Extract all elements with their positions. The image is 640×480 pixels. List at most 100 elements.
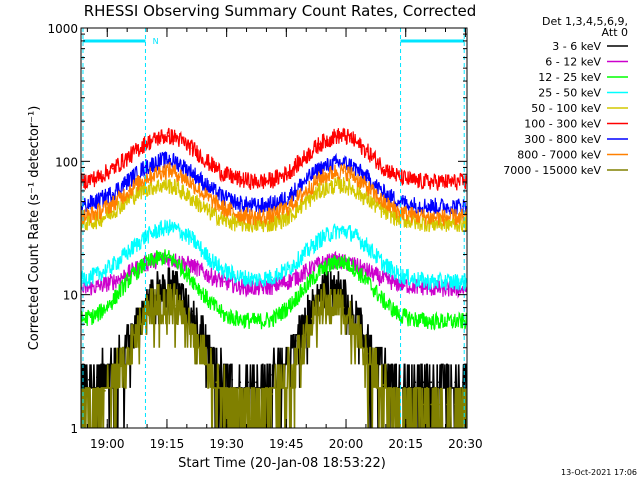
data-point [318, 270, 321, 273]
data-point [398, 176, 401, 179]
data-point [462, 280, 464, 283]
data-point [207, 197, 210, 200]
data-point [350, 263, 353, 265]
data-point [239, 285, 242, 288]
data-point [199, 346, 202, 349]
data-point [382, 192, 385, 194]
data-point [358, 333, 361, 336]
x-axis-label: Start Time (20-Jan-08 18:53:22) [178, 456, 386, 471]
data-point [318, 238, 321, 241]
data-point [223, 173, 226, 176]
data-point [239, 222, 242, 225]
data-point [167, 299, 170, 302]
legend-header: Att 0 [602, 26, 628, 39]
data-point [167, 158, 170, 161]
data-point [96, 396, 98, 399]
data-point [159, 136, 162, 139]
data-point [255, 216, 257, 219]
x-tick-label: 19:00 [90, 437, 125, 451]
legend-label: 25 - 50 keV [538, 87, 601, 100]
data-point [88, 378, 90, 381]
data-point [446, 216, 448, 219]
data-point [96, 376, 98, 379]
data-point [438, 403, 440, 406]
data-point [462, 403, 464, 406]
data-point [398, 274, 401, 277]
data-point [183, 296, 186, 299]
data-point [342, 184, 345, 187]
data-point [143, 236, 146, 239]
data-point [382, 210, 385, 213]
data-point [271, 285, 273, 288]
data-point [430, 280, 433, 283]
data-point [295, 352, 297, 355]
data-point [366, 270, 369, 273]
data-point [302, 333, 305, 336]
plot-frame [80, 27, 468, 429]
data-point [239, 276, 242, 279]
data-point [334, 184, 337, 187]
data-point [175, 161, 178, 163]
data-point [96, 200, 98, 203]
data-point [207, 274, 210, 277]
data-point [111, 299, 114, 302]
data-point [111, 280, 114, 283]
legend-label: 100 - 300 keV [524, 118, 601, 131]
data-point [143, 166, 146, 169]
data-point [231, 378, 234, 381]
data-point [422, 381, 425, 384]
data-point [390, 393, 393, 395]
data-point [350, 264, 353, 267]
data-point [255, 381, 257, 384]
data-point [302, 272, 305, 275]
x-tick-label: 19:15 [150, 437, 185, 451]
data-point [207, 346, 210, 349]
data-point [271, 374, 273, 376]
data-point [96, 314, 98, 317]
data-point [271, 179, 273, 182]
data-point [430, 216, 433, 219]
data-point [207, 186, 210, 189]
data-point [334, 303, 337, 305]
data-point [414, 403, 417, 406]
data-point [462, 381, 464, 384]
data-point [302, 192, 305, 194]
data-point [143, 263, 146, 265]
data-point [263, 399, 265, 402]
data-point [167, 135, 170, 137]
legend-label: 800 - 7000 keV [517, 149, 601, 162]
data-point [159, 159, 162, 162]
data-point [374, 369, 377, 372]
data-point [334, 135, 337, 137]
data-point [334, 261, 337, 264]
data-point [96, 274, 98, 277]
data-point [111, 192, 114, 194]
data-point [366, 186, 369, 189]
data-point [104, 371, 106, 374]
data-point [223, 314, 226, 317]
data-point [135, 331, 138, 334]
data-point [207, 210, 210, 213]
data-point [287, 171, 289, 174]
data-point [287, 280, 289, 283]
data-point [462, 222, 464, 225]
y-axis-label: Corrected Count Rate (s⁻¹ detector⁻¹) [27, 106, 42, 351]
data-point [207, 256, 210, 259]
data-point [271, 393, 273, 395]
data-point [215, 381, 218, 384]
data-point [342, 135, 345, 137]
data-point [318, 190, 321, 192]
data-point [223, 270, 226, 273]
data-point [127, 349, 130, 352]
data-point [366, 150, 369, 153]
data-point [446, 205, 448, 208]
data-point [414, 381, 417, 384]
data-point [382, 278, 385, 281]
data-point [199, 328, 202, 331]
data-point [279, 384, 281, 386]
data-point [302, 181, 305, 183]
data-point [104, 389, 106, 392]
y-tick-label: 1000 [47, 22, 78, 36]
legend-header: Det 1,3,4,5,6,9, [542, 15, 628, 28]
data-point [342, 162, 345, 165]
